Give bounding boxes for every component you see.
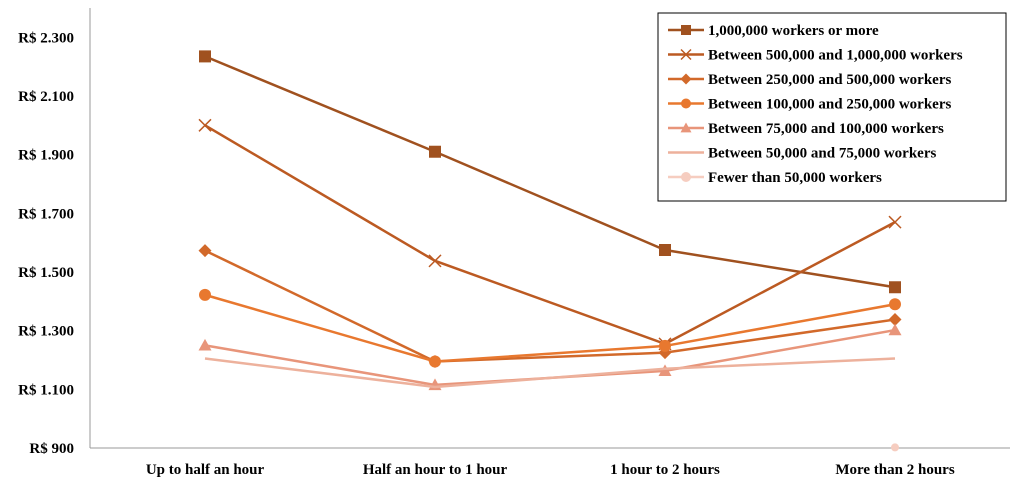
legend-label: Between 50,000 and 75,000 workers: [708, 146, 936, 162]
y-tick-label: R$ 1.700: [18, 206, 74, 222]
data-point-x: [680, 48, 692, 61]
data-point-diamond: [198, 244, 212, 258]
legend-item: Between 100,000 and 250,000 workers: [668, 97, 951, 113]
y-tick-label: R$ 1.500: [18, 265, 74, 281]
data-point-square: [659, 244, 671, 256]
legend-item: Between 75,000 and 100,000 workers: [668, 121, 944, 137]
data-point-square: [889, 281, 901, 294]
y-tick-label: R$ 900: [29, 441, 74, 457]
series-line: [204, 357, 896, 389]
data-point-circle: [681, 98, 691, 109]
series-7: [891, 443, 899, 452]
legend-label: Fewer than 50,000 workers: [708, 170, 882, 186]
series-line: [204, 249, 896, 363]
data-point-triangle: [198, 338, 212, 351]
x-tick-label: Up to half an hour: [146, 462, 265, 478]
legend-label: 1,000,000 workers or more: [708, 23, 879, 39]
y-tick-label: R$ 1.300: [18, 324, 74, 340]
data-point-x: [428, 254, 442, 268]
series-6: [204, 357, 896, 389]
series-3: [198, 244, 902, 368]
data-point-diamond: [888, 313, 902, 327]
series-line: [204, 293, 896, 363]
data-point-square: [199, 50, 211, 63]
data-point-triangle: [888, 323, 902, 336]
series-4: [199, 288, 901, 368]
legend-box: [657, 12, 1007, 202]
y-tick-label: R$ 1.900: [18, 148, 74, 164]
x-axis: Up to half an hour Half an hour to 1 hour…: [90, 447, 1010, 478]
data-point-triangle: [680, 122, 692, 133]
data-point-circle: [199, 288, 211, 301]
y-tick-label: R$ 1.100: [18, 382, 74, 398]
legend-item: Between 500,000 and 1,000,000 workers: [668, 48, 963, 64]
legend-item: Between 250,000 and 500,000 workers: [668, 72, 951, 88]
legend-item: Between 50,000 and 75,000 workers: [668, 146, 936, 162]
legend-label: Between 100,000 and 250,000 workers: [708, 97, 951, 113]
legend-label: Between 250,000 and 500,000 workers: [708, 72, 951, 88]
x-tick-label: More than 2 hours: [835, 462, 954, 478]
data-point-diamond: [680, 73, 692, 85]
y-tick-label: R$ 2.300: [18, 30, 74, 46]
data-point-circle: [889, 298, 901, 311]
x-tick-label: 1 hour to 2 hours: [610, 462, 720, 478]
data-point-x: [198, 118, 212, 132]
series-line: [204, 55, 896, 289]
data-point-square: [429, 145, 441, 158]
series-2: [198, 118, 902, 351]
data-point-x: [888, 215, 902, 229]
legend-label: Between 75,000 and 100,000 workers: [708, 121, 944, 137]
series-1: [199, 50, 901, 294]
x-tick-label: Half an hour to 1 hour: [363, 462, 508, 478]
legend-item: Fewer than 50,000 workers: [668, 170, 882, 186]
data-point-circle: [681, 172, 691, 182]
y-axis: R$ 900 R$ 1.100 R$ 1.300 R$ 1.500 R$ 1.700 R$…: [18, 8, 91, 457]
series-line: [204, 124, 896, 346]
data-point-circle: [891, 443, 899, 452]
y-tick-label: R$ 2.100: [18, 89, 74, 105]
legend-item: 1,000,000 workers or more: [668, 23, 879, 39]
data-point-square: [681, 25, 691, 35]
legend-label: Between 500,000 and 1,000,000 workers: [708, 48, 963, 64]
data-point-triangle: [658, 364, 672, 377]
legend: 1,000,000 workers or more Between 500,000…: [657, 12, 1007, 202]
data-point-circle: [659, 339, 671, 352]
data-point-circle: [429, 355, 441, 368]
series-layer: [198, 50, 902, 452]
